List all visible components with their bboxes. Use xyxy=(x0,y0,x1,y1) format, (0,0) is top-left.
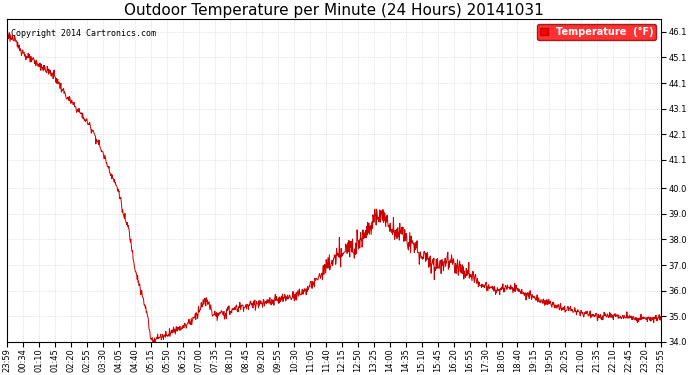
Legend: Temperature  (°F): Temperature (°F) xyxy=(537,24,656,40)
Text: Copyright 2014 Cartronics.com: Copyright 2014 Cartronics.com xyxy=(10,28,155,38)
Title: Outdoor Temperature per Minute (24 Hours) 20141031: Outdoor Temperature per Minute (24 Hours… xyxy=(124,3,544,18)
